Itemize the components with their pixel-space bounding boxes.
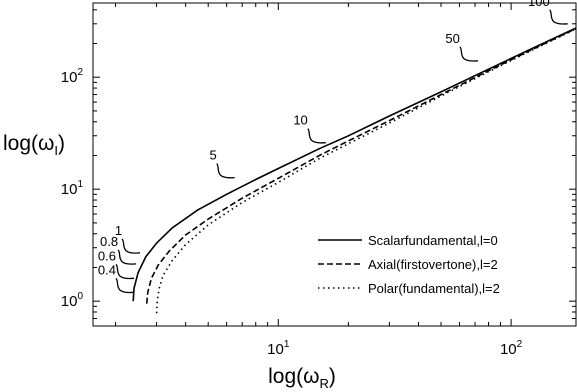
y-tick-label: 100 [61, 291, 84, 310]
annotation-leader [549, 9, 568, 25]
axis-ticks [93, 3, 576, 327]
x-tick-label: 101 [267, 339, 290, 358]
plot-frame [92, 2, 577, 327]
annotation-leader [117, 249, 137, 265]
annotation-leader [121, 238, 141, 254]
series-line-dotted [155, 28, 577, 314]
legend-label-polar: Polar(fundamental),l=2 [368, 281, 500, 296]
series-line-solid [132, 27, 577, 302]
annotation-label: 10 [293, 113, 307, 128]
y-tick-label: 101 [61, 179, 84, 198]
legend-label-axial: Axial(firstovertone),l=2 [368, 257, 498, 272]
y-axis-label: log(ωI) [3, 132, 65, 158]
x-tick-label: 102 [500, 339, 523, 358]
annotation-label: 5 [209, 148, 216, 163]
annotation-layer: 0.40.60.81 5 10 50 100 [98, 0, 568, 294]
annotation-label: 0.6 [98, 248, 116, 263]
annotation-leader [216, 163, 235, 179]
annotation-label: 0.8 [100, 234, 118, 249]
legend: Scalarfundamental,l=0 Axial(firstoverton… [318, 233, 500, 296]
annotation-label: 1 [115, 223, 122, 238]
annotation-label: 100 [528, 0, 550, 9]
annotation-leader [459, 46, 478, 62]
annotation-leader [307, 128, 326, 144]
annotation-leader [115, 263, 135, 280]
annotation-label: 0.4 [98, 262, 116, 277]
series-line-dashed [145, 27, 577, 304]
legend-label-scalar: Scalarfundamental,l=0 [368, 233, 498, 248]
annotation-label: 50 [445, 31, 459, 46]
y-tick-label: 102 [61, 67, 84, 86]
x-axis-label: log(ωR) [268, 365, 336, 391]
annotation-leader [115, 277, 135, 294]
series-layer [132, 27, 577, 314]
